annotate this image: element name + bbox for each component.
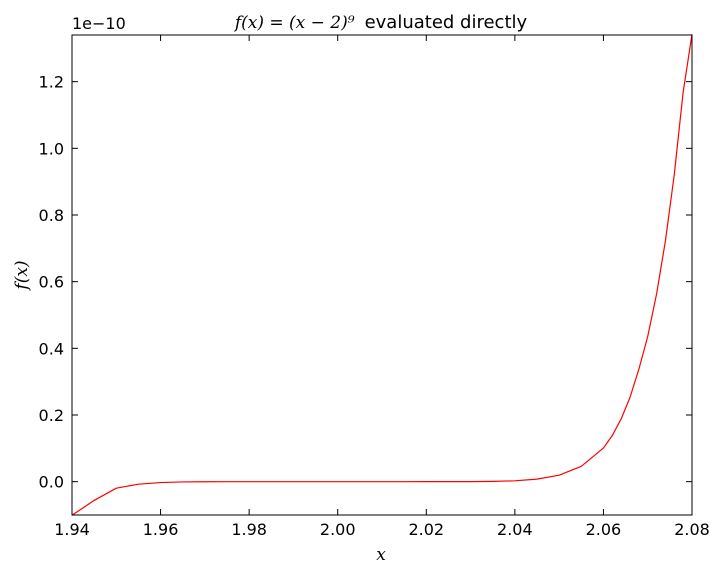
plot-frame [71,34,693,516]
x-tick-label: 2.06 [586,520,622,539]
series-layer [71,34,693,516]
chart-title: f(x) = (x − 2)⁹ evaluated directly [233,12,528,33]
x-tick-label: 2.02 [408,520,444,539]
x-tick-label: 2.04 [497,520,533,539]
x-tick-label: 1.94 [54,520,90,539]
y-axis-label: f(x) [12,260,32,291]
x-tick-label: 2.08 [674,520,710,539]
y-tick-label: 0.2 [39,406,64,425]
y-tick-label: 0.8 [39,206,64,225]
y-tick-label: 0.6 [39,273,64,292]
x-axis-ticks: 1.94 1.96 1.98 2.00 2.02 2.04 2.06 2.08 [54,35,710,539]
x-axis-label: x [376,545,386,565]
y-tick-label: 0.4 [39,339,64,358]
y-tick-label: 1.2 [39,73,64,92]
chart-title-math: f(x) = (x − 2)⁹ [233,13,355,33]
x-tick-label: 1.98 [231,520,267,539]
y-offset-label: 1e−10 [72,14,126,33]
series-line [71,34,693,516]
y-tick-label: 1.0 [39,139,64,158]
chart-title-text: evaluated directly [365,12,528,33]
x-tick-label: 2.00 [320,520,356,539]
y-tick-label: 0.0 [39,473,64,492]
y-axis-ticks: 0.0 0.2 0.4 0.6 0.8 1.0 1.2 [39,73,692,492]
x-tick-label: 1.96 [143,520,179,539]
